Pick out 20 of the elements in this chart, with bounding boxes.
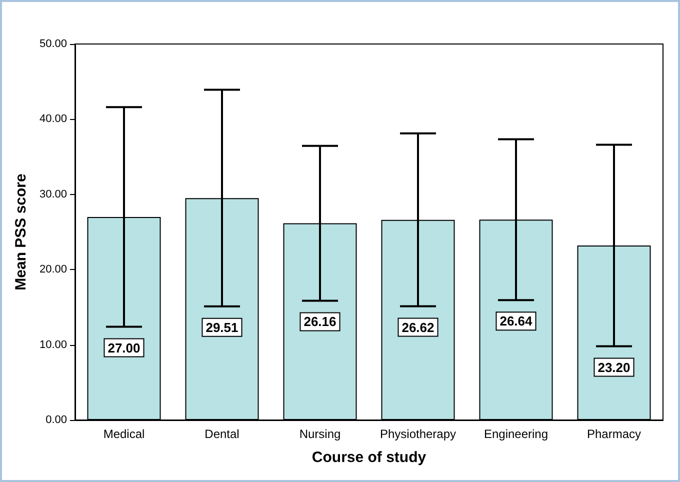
y-tick-label: 20.00 bbox=[39, 264, 67, 276]
x-axis-title: Course of study bbox=[312, 449, 427, 466]
y-tick-label: 10.00 bbox=[39, 338, 67, 351]
y-tick-label: 0.00 bbox=[46, 414, 67, 426]
x-tick-label: Medical bbox=[103, 427, 145, 441]
x-tick-label: Physiotherapy bbox=[380, 427, 456, 441]
y-tick-label: 40.00 bbox=[39, 113, 67, 126]
x-tick-label: Dental bbox=[204, 427, 240, 441]
y-tick-label: 50.00 bbox=[39, 38, 67, 50]
x-tick-label: Pharmacy bbox=[586, 427, 642, 441]
data-label: 27.00 bbox=[108, 340, 140, 356]
data-label: 26.62 bbox=[402, 320, 434, 335]
data-label: 29.51 bbox=[206, 320, 238, 335]
y-tick-label: 30.00 bbox=[39, 188, 67, 200]
data-label: 23.20 bbox=[598, 360, 630, 375]
y-axis-title: Mean PSS score bbox=[12, 174, 30, 290]
data-label: 26.64 bbox=[500, 314, 534, 329]
data-label: 26.16 bbox=[304, 314, 336, 330]
x-tick-label: Nursing bbox=[299, 427, 341, 441]
x-tick-label: Engineering bbox=[484, 427, 548, 441]
